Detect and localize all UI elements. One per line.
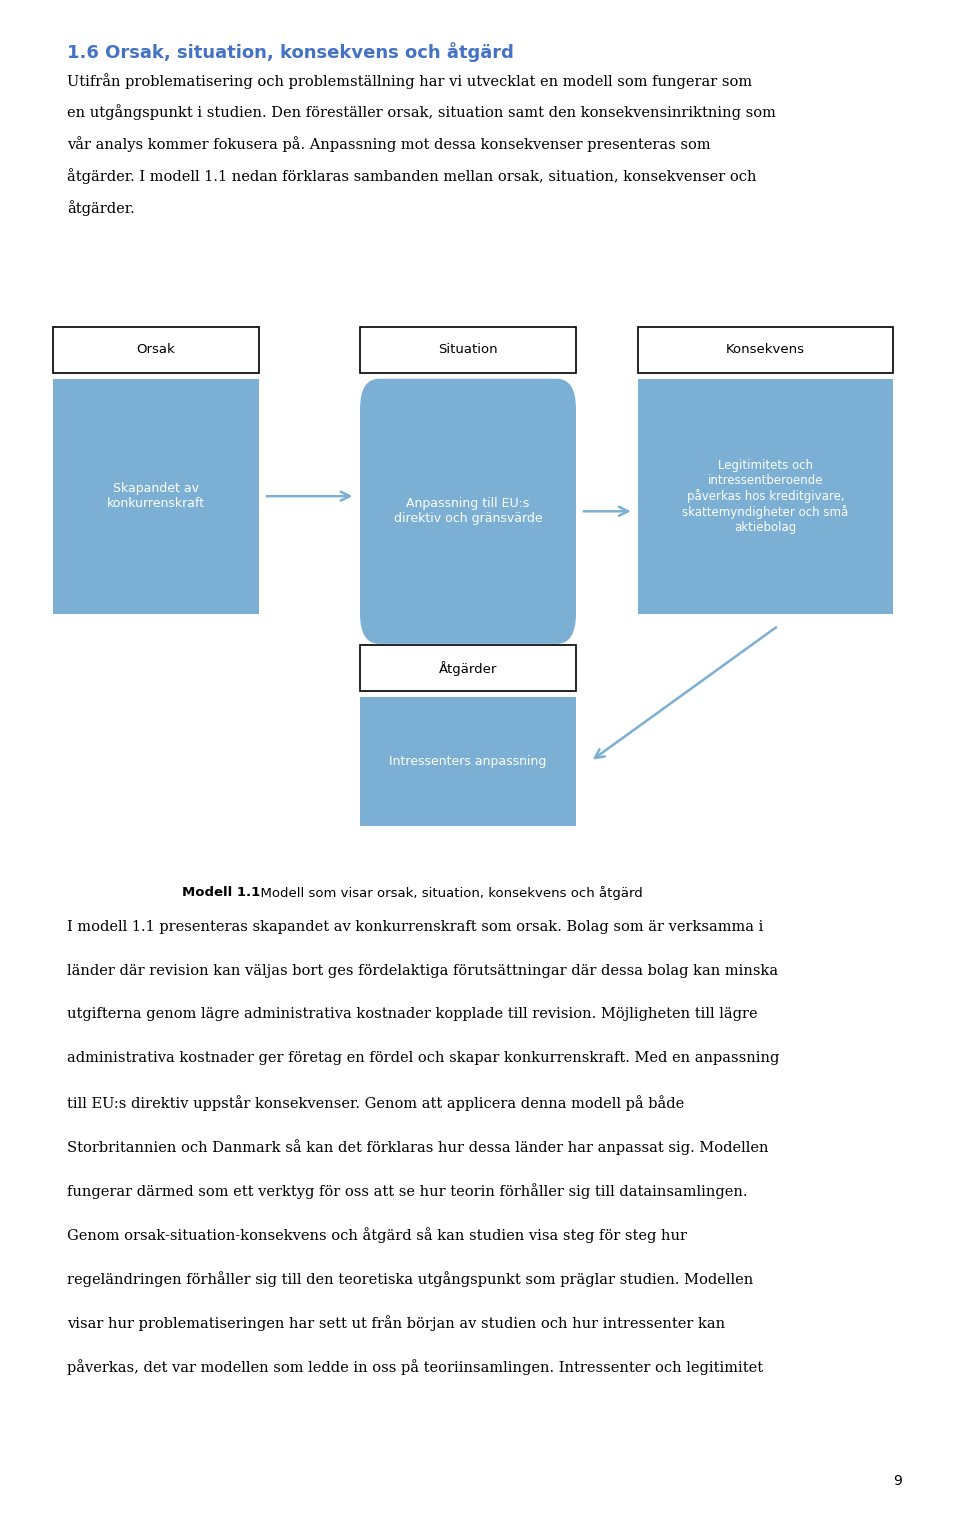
Text: 9: 9 (894, 1474, 902, 1488)
Text: I modell 1.1 presenteras skapandet av konkurrenskraft som orsak. Bolag som är ve: I modell 1.1 presenteras skapandet av ko… (67, 920, 763, 933)
Text: Situation: Situation (438, 344, 498, 356)
Text: visar hur problematiseringen har sett ut från början av studien och hur intresse: visar hur problematiseringen har sett ut… (67, 1315, 726, 1330)
Text: åtgärder.: åtgärder. (67, 200, 135, 215)
Text: regeländringen förhåller sig till den teoretiska utgångspunkt som präglar studie: regeländringen förhåller sig till den te… (67, 1271, 754, 1286)
FancyBboxPatch shape (53, 379, 259, 614)
Text: Skapandet av
konkurrenskraft: Skapandet av konkurrenskraft (107, 482, 205, 511)
FancyBboxPatch shape (638, 379, 893, 614)
Text: administrativa kostnader ger företag en fördel och skapar konkurrenskraft. Med e: administrativa kostnader ger företag en … (67, 1051, 780, 1065)
Text: Modell som visar orsak, situation, konsekvens och åtgärd: Modell som visar orsak, situation, konse… (252, 886, 642, 900)
Text: Modell 1.1: Modell 1.1 (182, 886, 261, 900)
Text: Utifrån problematisering och problemställning har vi utvecklat en modell som fun: Utifrån problematisering och problemstäl… (67, 73, 753, 88)
FancyBboxPatch shape (360, 645, 576, 691)
Text: Konsekvens: Konsekvens (726, 344, 805, 356)
Text: fungerar därmed som ett verktyg för oss att se hur teorin förhåller sig till dat: fungerar därmed som ett verktyg för oss … (67, 1183, 748, 1198)
Text: Intressenters anpassning: Intressenters anpassning (390, 754, 546, 768)
Text: Storbritannien och Danmark så kan det förklaras hur dessa länder har anpassat si: Storbritannien och Danmark så kan det fö… (67, 1139, 769, 1154)
Text: Åtgärder: Åtgärder (439, 661, 497, 676)
FancyBboxPatch shape (53, 327, 259, 373)
Text: Genom orsak-situation-konsekvens och åtgärd så kan studien visa steg för steg hu: Genom orsak-situation-konsekvens och åtg… (67, 1227, 687, 1242)
FancyBboxPatch shape (638, 327, 893, 373)
Text: påverkas, det var modellen som ledde in oss på teoriinsamlingen. Intressenter oc: påverkas, det var modellen som ledde in … (67, 1359, 763, 1374)
Text: till EU:s direktiv uppstår konsekvenser. Genom att applicera denna modell på båd: till EU:s direktiv uppstår konsekvenser.… (67, 1095, 684, 1110)
FancyBboxPatch shape (360, 697, 576, 826)
Text: åtgärder. I modell 1.1 nedan förklaras sambanden mellan orsak, situation, konsek: åtgärder. I modell 1.1 nedan förklaras s… (67, 168, 756, 183)
Text: Legitimitets och
intressentberoende
påverkas hos kreditgivare,
skattemyndigheter: Legitimitets och intressentberoende påve… (683, 459, 849, 533)
Text: Anpassning till EU:s
direktiv och gränsvärde: Anpassning till EU:s direktiv och gränsv… (394, 497, 542, 526)
Text: vår analys kommer fokusera på. Anpassning mot dessa konsekvenser presenteras som: vår analys kommer fokusera på. Anpassnin… (67, 136, 710, 152)
FancyBboxPatch shape (360, 327, 576, 373)
Text: Orsak: Orsak (136, 344, 176, 356)
Text: utgifterna genom lägre administrativa kostnader kopplade till revision. Möjlighe: utgifterna genom lägre administrativa ko… (67, 1007, 757, 1021)
Text: 1.6 Orsak, situation, konsekvens och åtgärd: 1.6 Orsak, situation, konsekvens och åtg… (67, 42, 514, 62)
Text: en utgångspunkt i studien. Den föreställer orsak, situation samt den konsekvensi: en utgångspunkt i studien. Den föreställ… (67, 105, 776, 120)
Text: länder där revision kan väljas bort ges fördelaktiga förutsättningar där dessa b: länder där revision kan väljas bort ges … (67, 964, 779, 977)
FancyBboxPatch shape (360, 379, 576, 644)
